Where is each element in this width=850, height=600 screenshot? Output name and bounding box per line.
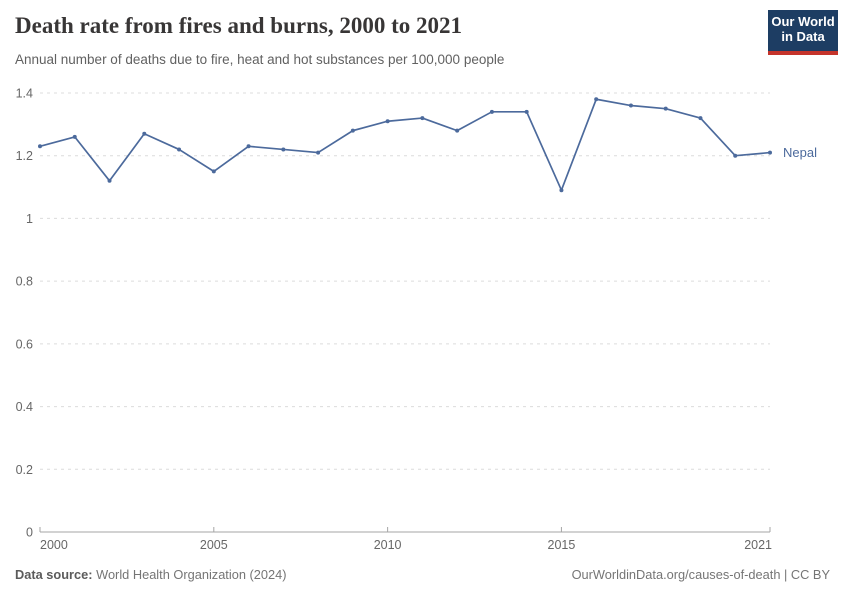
owid-logo[interactable]: Our World in Data	[768, 10, 838, 55]
data-point-2014[interactable]	[524, 109, 529, 114]
data-point-2018[interactable]	[663, 106, 668, 111]
chart-footer: Data source: World Health Organization (…	[15, 567, 830, 582]
y-tick-label-0.2: 0.2	[16, 463, 33, 477]
x-tick-label-2021: 2021	[744, 538, 772, 552]
series-line-nepal[interactable]	[39, 98, 771, 192]
series-label-nepal[interactable]: Nepal	[783, 145, 817, 160]
data-point-2003[interactable]	[142, 131, 147, 136]
data-point-2002[interactable]	[107, 178, 112, 183]
data-point-2021[interactable]	[768, 150, 772, 155]
data-point-2012[interactable]	[455, 128, 460, 133]
data-point-2006[interactable]	[246, 144, 251, 149]
data-point-2000[interactable]	[38, 144, 42, 149]
chart-title: Death rate from fires and burns, 2000 to…	[15, 13, 462, 38]
x-tick-label-2010: 2010	[374, 538, 402, 552]
y-tick-label-1.2: 1.2	[16, 149, 33, 163]
data-source-label: Data source:	[15, 567, 93, 582]
x-tick-label-2005: 2005	[200, 538, 228, 552]
owid-logo-text-line2: in Data	[781, 29, 825, 44]
data-point-2005[interactable]	[211, 169, 216, 174]
data-point-2015[interactable]	[559, 188, 564, 193]
y-tick-label-0.8: 0.8	[16, 275, 33, 289]
x-tick-label-2000: 2000	[40, 538, 68, 552]
x-tick-label-2015: 2015	[548, 538, 576, 552]
data-point-2008[interactable]	[316, 150, 321, 155]
y-tick-label-0.6: 0.6	[16, 337, 33, 351]
data-point-2007[interactable]	[281, 147, 286, 152]
data-point-2011[interactable]	[420, 116, 425, 121]
data-point-2010[interactable]	[385, 119, 390, 124]
data-point-2017[interactable]	[628, 103, 633, 108]
data-point-2004[interactable]	[177, 147, 182, 152]
chart-subtitle: Annual number of deaths due to fire, hea…	[15, 52, 505, 67]
y-tick-label-1.4: 1.4	[16, 87, 33, 101]
y-tick-label-0.4: 0.4	[16, 400, 33, 414]
owid-logo-text-line1: Our World	[771, 14, 835, 29]
data-point-2020[interactable]	[733, 153, 738, 158]
data-point-2009[interactable]	[350, 128, 355, 133]
citation-link[interactable]: OurWorldinData.org/causes-of-death | CC …	[571, 567, 830, 582]
data-point-2019[interactable]	[698, 116, 703, 121]
y-tick-label-0: 0	[26, 526, 33, 540]
data-point-2016[interactable]	[594, 97, 599, 102]
data-point-2001[interactable]	[72, 134, 77, 139]
data-source-value: World Health Organization (2024)	[96, 567, 287, 582]
data-source: Data source: World Health Organization (…	[15, 567, 287, 582]
data-point-2013[interactable]	[489, 109, 494, 114]
y-tick-label-1: 1	[26, 212, 33, 226]
